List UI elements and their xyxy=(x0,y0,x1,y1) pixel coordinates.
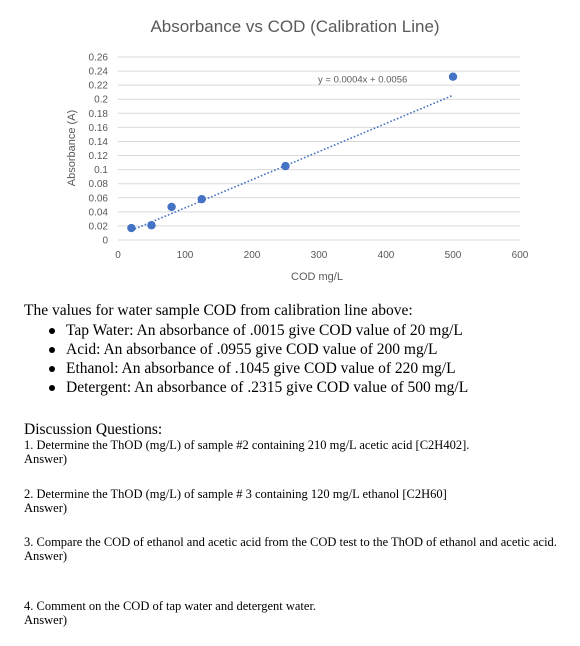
data-point xyxy=(127,223,136,233)
question-1-text: 1. Determine the ThOD (mg/L) of sample #… xyxy=(24,438,470,452)
y-tick-label: 0.04 xyxy=(89,207,109,218)
y-tick-label: 0.2 xyxy=(94,95,108,106)
y-tick-label: 0 xyxy=(102,236,108,247)
x-tick-label: 400 xyxy=(378,250,395,261)
x-tick-label: 100 xyxy=(177,250,194,261)
result-ethanol: Ethanol: An absorbance of .1045 give COD… xyxy=(46,359,468,378)
question-4-text: 4. Comment on the COD of tap water and d… xyxy=(24,599,317,613)
y-tick-label: 0.18 xyxy=(89,109,109,120)
result-detergent: Detergent: An absorbance of .2315 give C… xyxy=(46,378,468,397)
chart-title: Absorbance vs COD (Calibration Line) xyxy=(150,17,439,36)
calibration-chart: Absorbance vs COD (Calibration Line) 0 0.… xyxy=(66,17,529,283)
x-tick-label: 300 xyxy=(311,250,328,261)
data-point xyxy=(147,221,156,230)
question-4: 4. Comment on the COD of tap water and d… xyxy=(24,599,564,627)
question-2-answer: Answer) xyxy=(24,501,68,515)
y-tick-label: 0.14 xyxy=(89,137,109,148)
question-2: 2. Determine the ThOD (mg/L) of sample #… xyxy=(24,487,564,515)
question-3-text: 3. Compare the COD of ethanol and acetic… xyxy=(24,535,557,549)
data-point xyxy=(167,202,176,212)
cod-results-list: Tap Water: An absorbance of .0015 give C… xyxy=(46,321,468,397)
chart-gridlines xyxy=(118,56,520,241)
y-tick-label: 0.1 xyxy=(94,165,108,176)
data-points xyxy=(127,72,458,233)
trendline-equation: y = 0.0004x + 0.0056 xyxy=(318,75,407,86)
question-1: 1. Determine the ThOD (mg/L) of sample #… xyxy=(24,438,564,466)
y-tick-label: 0.26 xyxy=(89,53,109,64)
y-tick-label: 0.22 xyxy=(89,81,109,92)
x-tick-label: 600 xyxy=(512,250,529,261)
data-point xyxy=(448,72,458,81)
question-3: 3. Compare the COD of ethanol and acetic… xyxy=(24,535,564,563)
result-tap-water: Tap Water: An absorbance of .0015 give C… xyxy=(46,321,468,340)
y-tick-label: 0.24 xyxy=(89,67,109,78)
x-tick-label: 200 xyxy=(244,250,261,261)
x-tick-label: 0 xyxy=(115,250,121,261)
question-4-answer: Answer) xyxy=(24,613,68,627)
result-acid: Acid: An absorbance of .0955 give COD va… xyxy=(46,340,468,359)
y-tick-label: 0.02 xyxy=(89,221,109,232)
calibration-intro: The values for water sample COD from cal… xyxy=(24,302,413,319)
y-axis-label: Absorbance (A) xyxy=(66,110,78,186)
trendline xyxy=(131,94,454,232)
question-1-answer: Answer) xyxy=(24,452,68,466)
y-axis-tick-labels: 0 0.02 0.04 0.06 0.08 0.1 0.12 0.14 0.16 0.18 0.2 0… xyxy=(89,53,109,247)
x-axis-tick-labels: 0 100 200 300 400 500 600 xyxy=(115,250,529,261)
question-3-answer: Answer) xyxy=(24,549,68,563)
data-point xyxy=(281,161,290,171)
y-tick-label: 0.06 xyxy=(89,193,109,204)
y-tick-label: 0.16 xyxy=(89,123,109,134)
discussion-title: Discussion Questions: xyxy=(24,421,163,438)
question-2-text: 2. Determine the ThOD (mg/L) of sample #… xyxy=(24,487,447,501)
x-axis-label: COD mg/L xyxy=(291,271,343,283)
y-tick-label: 0.08 xyxy=(89,179,109,190)
data-point xyxy=(197,194,206,204)
y-tick-label: 0.12 xyxy=(89,151,109,162)
x-tick-label: 500 xyxy=(445,250,462,261)
